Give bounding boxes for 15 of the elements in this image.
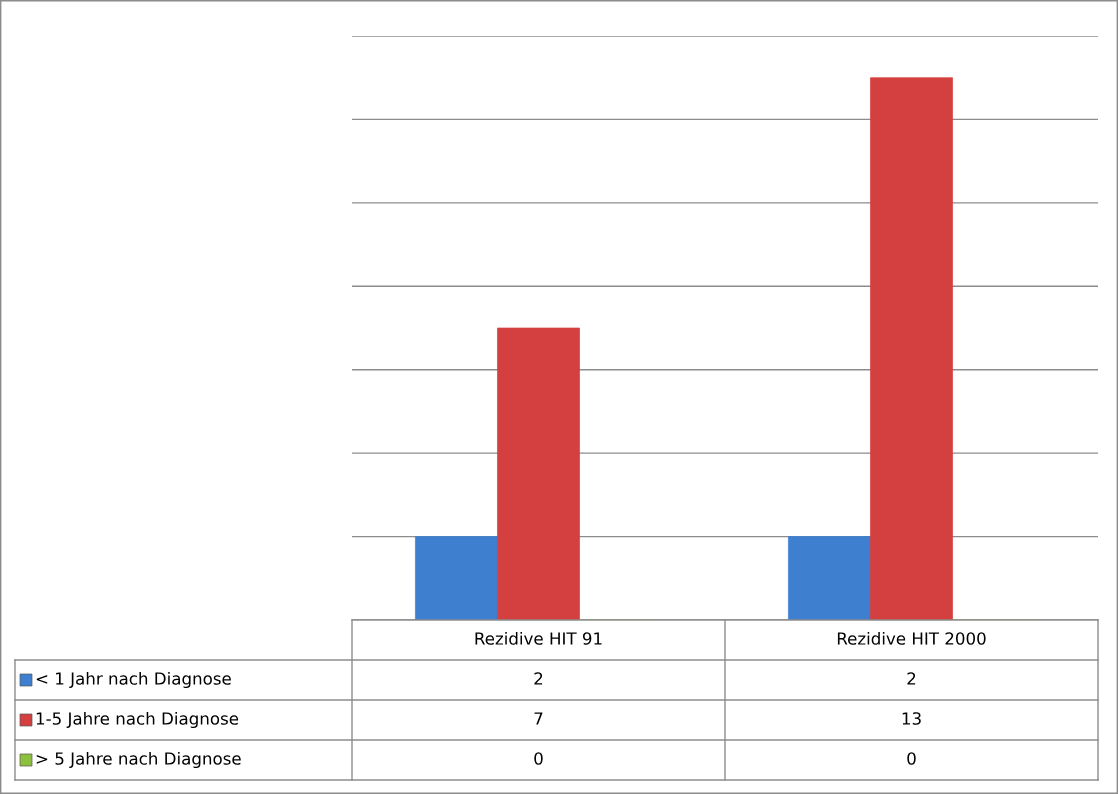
data-label: 0 — [534, 752, 543, 765]
legend-label: 1-5 Jahre nach Diagnose — [36, 711, 239, 729]
bar — [415, 536, 498, 620]
data-label: 0 — [907, 752, 916, 765]
legend-label: < 1 Jahr nach Diagnose — [36, 671, 231, 689]
data-label: 13 — [902, 712, 921, 725]
data-label: 2 — [907, 672, 916, 685]
data-label: 2 — [534, 672, 543, 685]
x-tick-label: Rezidive HIT 91 — [475, 631, 602, 645]
bar — [870, 77, 953, 620]
x-tick-label: Rezidive HIT 2000 — [837, 631, 986, 645]
bar — [788, 536, 871, 620]
bar — [497, 327, 580, 620]
data-label: 7 — [534, 712, 543, 725]
legend-label: > 5 Jahre nach Diagnose — [36, 751, 241, 769]
